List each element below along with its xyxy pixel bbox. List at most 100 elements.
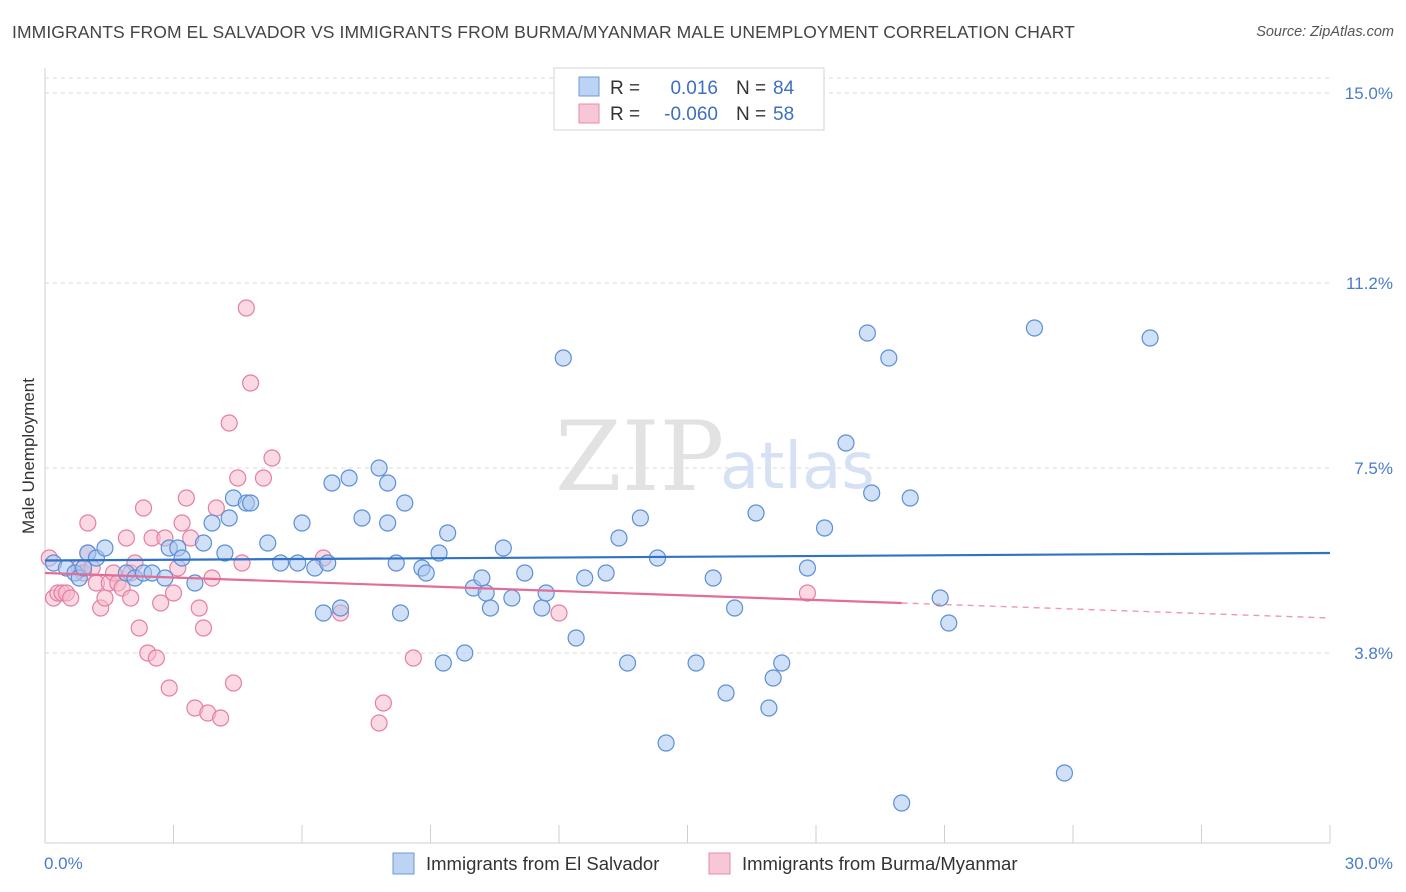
data-point (1141, 329, 1159, 347)
data-point (220, 414, 238, 432)
data-point (798, 584, 817, 602)
stats-legend: R = 0.016 N = 84 R = -0.060 N = 58 (553, 67, 825, 131)
data-point (940, 614, 958, 632)
data-point (481, 599, 500, 617)
data-point (618, 654, 637, 672)
data-point (323, 474, 341, 492)
data-point (152, 594, 170, 612)
x-ticks (44, 825, 1331, 843)
data-point (815, 519, 834, 537)
data-point (224, 674, 243, 692)
series-burma-points (40, 299, 817, 732)
stats-r-value-blue: 0.016 (670, 78, 718, 99)
data-point (1055, 764, 1074, 782)
stats-legend-swatch-blue (578, 76, 600, 97)
data-point (760, 699, 778, 717)
data-point (319, 554, 337, 572)
data-point (259, 534, 277, 552)
data-point (704, 569, 722, 587)
y-tick-labels: 3.8% 7.5% 11.2% 15.0% (1345, 84, 1393, 663)
data-point (931, 589, 949, 607)
y-tick-label: 11.2% (1346, 274, 1393, 293)
data-point (370, 459, 388, 477)
data-point (314, 604, 333, 622)
stats-n-value-pink: 58 (773, 104, 794, 125)
stats-n-label-blue: N = (736, 78, 766, 99)
data-point (147, 649, 165, 667)
data-point (370, 714, 388, 732)
data-point (379, 514, 397, 532)
data-point (533, 599, 551, 617)
trend-line-blue (44, 551, 1331, 562)
trend-lines (44, 551, 1331, 619)
data-point (657, 734, 675, 752)
bottom-legend-swatch-pink (708, 852, 731, 875)
data-point (717, 684, 735, 702)
data-point (160, 679, 178, 697)
data-point (773, 654, 791, 672)
data-point (122, 589, 140, 607)
data-point (439, 524, 457, 542)
data-point (537, 584, 555, 602)
y-tick-label: 3.8% (1354, 644, 1393, 663)
series-el-salvador-points (44, 319, 1159, 812)
data-point (96, 589, 114, 607)
data-point (747, 504, 765, 522)
data-point (177, 489, 195, 507)
data-point (263, 449, 281, 467)
y-tick-label: 15.0% (1345, 84, 1393, 103)
data-point (293, 514, 311, 532)
data-point (190, 599, 208, 617)
stats-legend-swatch-pink (578, 103, 600, 124)
data-point (117, 529, 135, 547)
data-point (96, 539, 114, 557)
data-point (863, 484, 881, 502)
stats-n-value-blue: 84 (773, 78, 795, 99)
data-point (430, 544, 448, 562)
data-point (550, 604, 568, 622)
bottom-legend-label-blue: Immigrants from El Salvador (426, 853, 659, 874)
data-point (271, 554, 290, 572)
stats-r-value-pink: -0.060 (664, 104, 718, 125)
data-point (130, 619, 148, 637)
data-point (858, 324, 877, 342)
trend-line-pink (44, 571, 902, 605)
data-point (494, 539, 512, 557)
y-axis-label: Male Unemployment (19, 378, 38, 534)
data-point (173, 549, 191, 567)
data-point (1025, 319, 1044, 337)
data-point (893, 794, 911, 812)
data-point (687, 654, 705, 672)
data-point (173, 514, 191, 532)
data-point (554, 349, 572, 367)
data-point (610, 529, 628, 547)
source-credit: Source: ZipAtlas.com (1256, 24, 1394, 40)
data-point (340, 469, 358, 487)
chart-title: IMMIGRANTS FROM EL SALVADOR VS IMMIGRANT… (12, 22, 1075, 42)
data-point (242, 494, 260, 512)
data-point (396, 494, 414, 512)
x-tick-label-min: 0.0% (44, 854, 83, 873)
data-point (516, 564, 534, 582)
data-point (331, 599, 350, 617)
data-point (901, 489, 919, 507)
bottom-legend-swatch-blue (392, 852, 415, 875)
data-point (374, 694, 392, 712)
data-point (79, 514, 97, 532)
data-point (417, 564, 435, 582)
data-point (203, 514, 221, 532)
data-point (62, 589, 80, 607)
data-point (434, 654, 452, 672)
watermark-zip: ZIP (555, 401, 724, 513)
data-point (216, 544, 234, 562)
stats-n-label-pink: N = (736, 104, 766, 125)
data-point (503, 589, 521, 607)
data-point (473, 569, 491, 587)
x-tick-label-max: 30.0% (1345, 854, 1393, 873)
watermark: ZIP atlas (555, 401, 875, 513)
data-point (456, 644, 474, 662)
data-point (567, 629, 585, 647)
data-point (880, 349, 898, 367)
trend-line-pink-extension (901, 602, 1331, 619)
